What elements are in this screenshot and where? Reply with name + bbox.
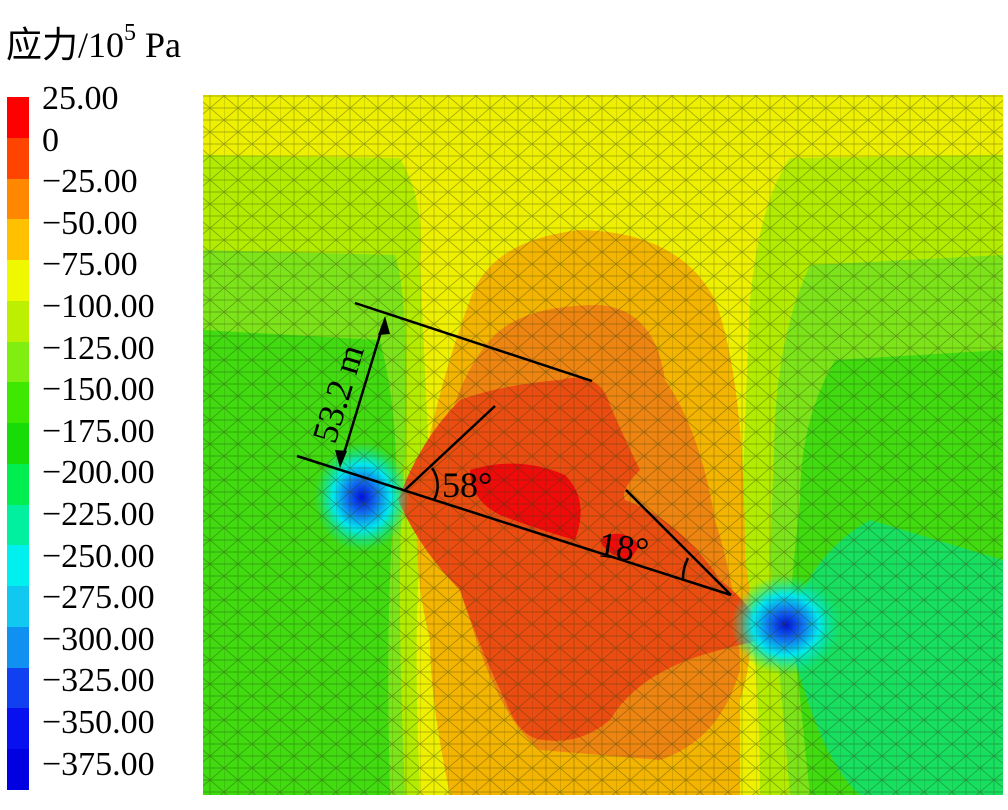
arrow-head-top bbox=[378, 316, 390, 335]
angle-label-right: 18° bbox=[596, 524, 651, 571]
colorbar-tick-label: −300.00 bbox=[42, 620, 155, 658]
angle-label-left: 58° bbox=[442, 465, 492, 505]
colorbar-segment bbox=[7, 219, 29, 261]
colorbar-tick-label: −200.00 bbox=[42, 454, 155, 492]
colorbar-segment bbox=[7, 178, 29, 220]
colorbar-tick-label: 25.00 bbox=[42, 80, 119, 117]
colorbar-segment bbox=[7, 504, 29, 546]
colorbar-tick-label: −250.00 bbox=[42, 537, 155, 575]
title-text: 应力/10 bbox=[6, 25, 125, 65]
colorbar-segment bbox=[7, 97, 29, 138]
title-unit: Pa bbox=[136, 25, 182, 65]
colorbar-segment bbox=[7, 137, 29, 179]
colorbar-segment bbox=[7, 626, 29, 668]
colorbar-tick-label: −25.00 bbox=[42, 163, 138, 201]
seam-line bbox=[296, 454, 732, 597]
colorbar-segment bbox=[7, 749, 29, 791]
arrow-head-bottom bbox=[335, 450, 347, 468]
colorbar-tick-label: −275.00 bbox=[42, 579, 155, 617]
colorbar-tick-label: −50.00 bbox=[42, 204, 138, 242]
right-angle-line bbox=[625, 489, 732, 596]
colorbar-tick-label: −75.00 bbox=[42, 246, 138, 284]
distance-arrow bbox=[340, 324, 385, 461]
colorbar-tick-label: −175.00 bbox=[42, 412, 155, 450]
contour-field bbox=[203, 95, 1003, 795]
colorbar-tick-label: −350.00 bbox=[42, 704, 155, 741]
colorbar-tick-label: 0 bbox=[42, 121, 59, 159]
colorbar-segment bbox=[7, 423, 29, 464]
colorbar-segment bbox=[7, 341, 29, 383]
colorbar-segment bbox=[7, 382, 29, 424]
annotations bbox=[296, 301, 732, 597]
colorbar bbox=[7, 97, 29, 791]
chart-title: 应力/105 Pa bbox=[6, 16, 181, 68]
colorbar-tick-label: −150.00 bbox=[42, 371, 155, 409]
colorbar-segment bbox=[7, 667, 29, 709]
mesh-overlay bbox=[203, 95, 1003, 795]
colorbar-tick-label: −125.00 bbox=[42, 329, 155, 367]
colorbar-tick-label: −375.00 bbox=[42, 745, 155, 783]
colorbar-tick-label: −225.00 bbox=[42, 496, 155, 533]
title-exponent: 5 bbox=[124, 20, 137, 46]
colorbar-segment bbox=[7, 708, 29, 750]
colorbar-tick-label: −325.00 bbox=[42, 662, 155, 700]
colorbar-segment bbox=[7, 300, 29, 342]
colorbar-segment bbox=[7, 260, 29, 301]
colorbar-segment bbox=[7, 545, 29, 587]
colorbar-segment bbox=[7, 586, 29, 627]
left-angle-line bbox=[404, 405, 496, 491]
colorbar-segment bbox=[7, 463, 29, 505]
colorbar-tick-label: −100.00 bbox=[42, 288, 155, 325]
angle-arc-left bbox=[430, 467, 439, 501]
upper-line bbox=[354, 301, 593, 383]
angle-arc-right bbox=[681, 557, 690, 581]
